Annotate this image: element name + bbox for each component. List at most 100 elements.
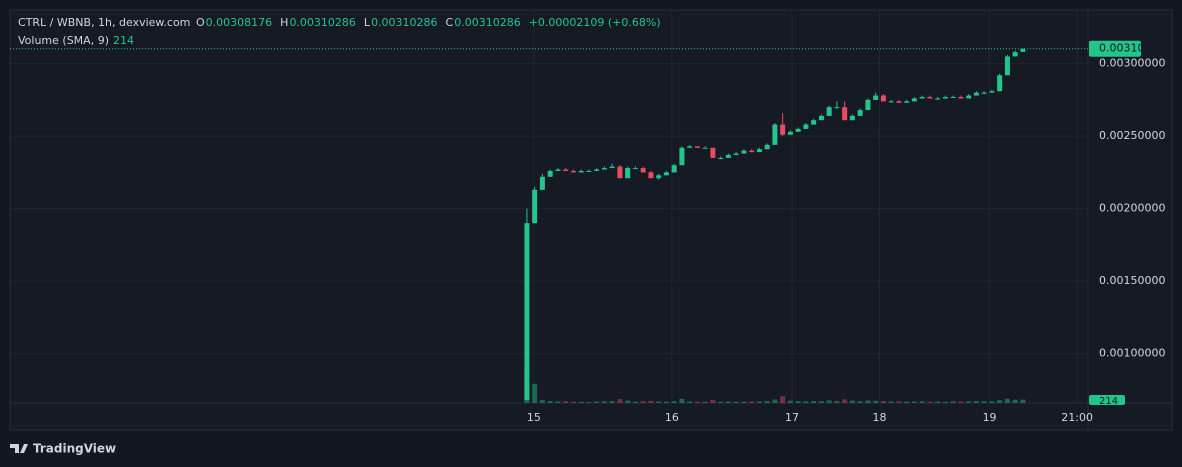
candle-body xyxy=(718,157,724,159)
last-price-label: 0.00310286 xyxy=(1099,42,1165,55)
volume-bar xyxy=(694,401,700,403)
marks: 0.00310286 214 xyxy=(10,40,1165,407)
x-tick-label: 16 xyxy=(665,411,679,424)
volume-bar xyxy=(586,402,592,403)
ohlc-value: 0.00310286 xyxy=(454,16,520,29)
candle-body xyxy=(640,168,646,173)
candle-body xyxy=(989,91,995,93)
grid: 0.00100000 0.00150000 0.00200000 0.00250000… xyxy=(10,10,1165,424)
ohlc-value: 0.00308176 xyxy=(206,16,272,29)
volume-bar xyxy=(733,401,739,403)
candle-body xyxy=(904,101,910,103)
candle-body xyxy=(710,147,716,158)
candle-body xyxy=(625,168,631,179)
volume-bar xyxy=(625,400,631,403)
candle-body xyxy=(911,98,917,102)
volume-bar xyxy=(873,400,879,403)
candle-body xyxy=(694,146,700,148)
y-tick-label: 0.00200000 xyxy=(1099,202,1165,215)
ohlc-label: O xyxy=(196,16,205,29)
candle-body xyxy=(1020,48,1026,52)
candle-body xyxy=(609,166,615,169)
candle-body xyxy=(725,155,731,158)
volume-bar xyxy=(555,401,561,403)
volume-bar xyxy=(539,400,545,403)
volume-bar xyxy=(741,401,747,403)
candle-body xyxy=(842,107,848,121)
candle-body xyxy=(749,150,755,153)
candle-body xyxy=(539,176,545,190)
volume-bar xyxy=(725,401,731,403)
candle-body xyxy=(632,168,638,170)
ohlc-label: L xyxy=(364,16,371,29)
candle-body xyxy=(958,97,964,99)
volume-bar xyxy=(904,401,910,403)
candle-body xyxy=(787,131,793,135)
symbol-title: CTRL / WBNB, 1h, dexview.com xyxy=(18,16,190,29)
volume-bar xyxy=(1020,399,1026,403)
candle-body xyxy=(702,147,708,149)
candle-body xyxy=(1004,56,1010,76)
candle-body xyxy=(795,128,801,132)
volume-bar xyxy=(803,401,809,403)
candle-body xyxy=(671,165,677,173)
ohlc-value: 0.00310286 xyxy=(289,16,355,29)
volume-bar xyxy=(772,399,778,403)
candle-body xyxy=(594,169,600,171)
volume-bar xyxy=(570,401,576,403)
candle-body xyxy=(826,107,832,116)
x-tick-label: 21:00 xyxy=(1061,411,1093,424)
volume-bar xyxy=(632,401,638,403)
volume-bar xyxy=(973,401,979,403)
candle-body xyxy=(741,150,747,154)
volume-bar xyxy=(935,401,941,403)
candle-body xyxy=(880,95,886,102)
volume-bar xyxy=(687,401,693,403)
volume-bar xyxy=(1004,398,1010,403)
volume-bar xyxy=(942,401,948,403)
volume-bar xyxy=(811,401,817,403)
candle-body xyxy=(927,97,933,99)
candle-body xyxy=(687,146,693,148)
ohlc-label: H xyxy=(280,16,288,29)
candle-body xyxy=(896,101,902,103)
volume-bar xyxy=(888,401,894,403)
candle-body xyxy=(780,124,786,135)
candle-body xyxy=(764,144,770,150)
volume-bar xyxy=(989,401,995,403)
volume-bar xyxy=(981,401,987,403)
volume-bar xyxy=(648,400,654,403)
volume-bar xyxy=(911,401,917,403)
candle-body xyxy=(818,115,824,121)
candle-body xyxy=(873,95,879,100)
candle-body xyxy=(888,101,894,103)
candle-body xyxy=(663,172,669,176)
volume-bar xyxy=(818,401,824,403)
candle-body xyxy=(578,170,584,173)
candle-body xyxy=(997,75,1003,92)
volume-bar xyxy=(702,401,708,403)
volume-bar xyxy=(880,401,886,403)
volume-bar xyxy=(896,401,902,403)
candle-body xyxy=(532,189,538,224)
x-tick-label: 19 xyxy=(983,411,997,424)
volume-bar xyxy=(656,401,662,403)
candle-body xyxy=(834,107,840,109)
candle-body xyxy=(648,172,654,179)
x-tick-label: 18 xyxy=(873,411,887,424)
candle-body xyxy=(547,170,553,177)
volume-bar xyxy=(749,401,755,403)
volume-bar xyxy=(958,401,964,403)
candle-body xyxy=(570,170,576,173)
volume-bar xyxy=(663,401,669,403)
volume-bar xyxy=(578,401,584,403)
candle-body xyxy=(524,223,530,401)
volume-bar xyxy=(764,401,770,403)
x-tick-label: 17 xyxy=(785,411,799,424)
candle-body xyxy=(1012,52,1018,57)
volume-value: 214 xyxy=(113,34,134,47)
volume-bar xyxy=(601,401,607,403)
volume-bar xyxy=(919,401,925,403)
